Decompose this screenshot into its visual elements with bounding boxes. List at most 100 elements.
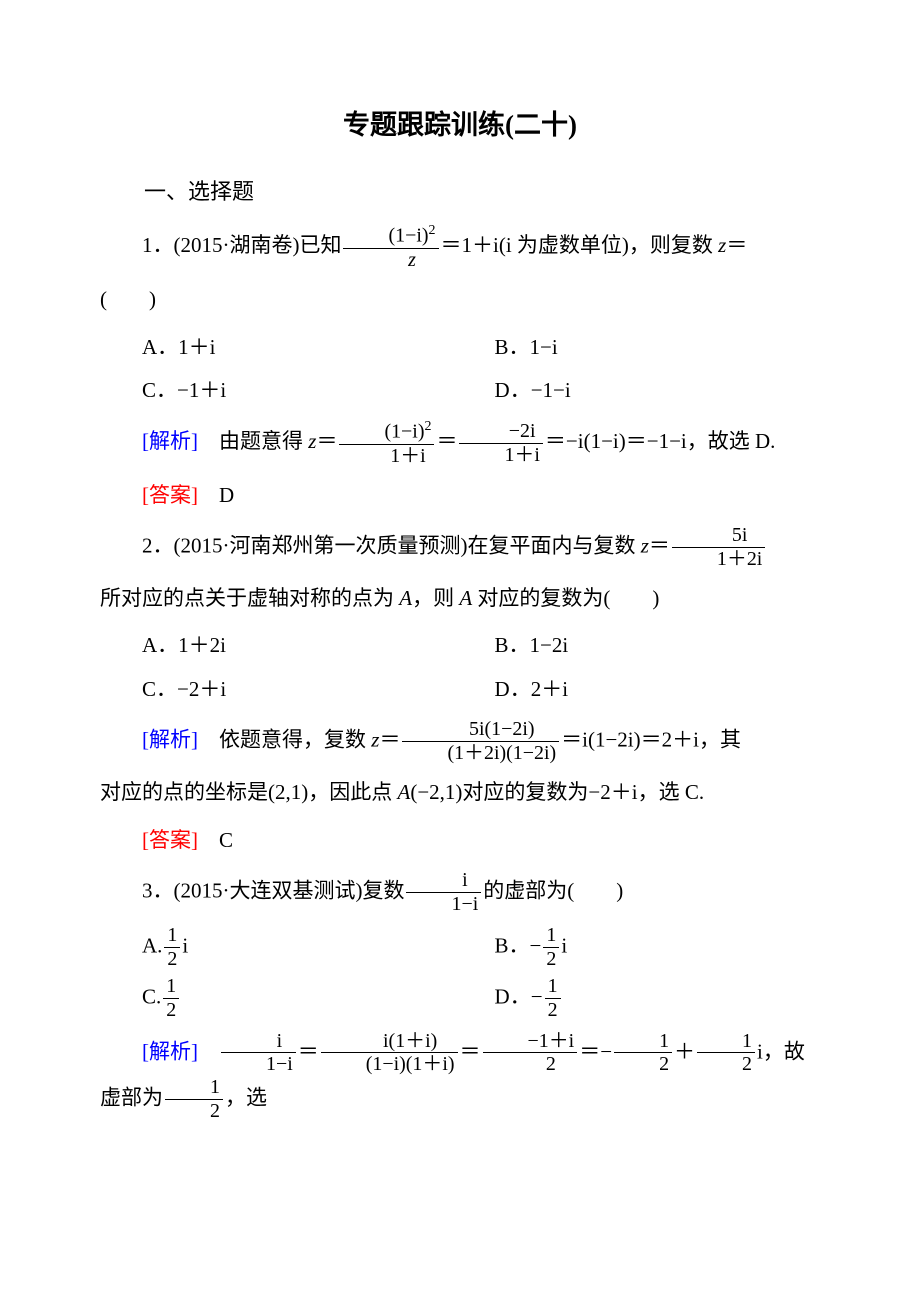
q1-choices-row1: A．1＋i B．1−i: [100, 328, 820, 368]
q3-D-frac: 12: [545, 975, 561, 1022]
q3-A-num: 1: [164, 924, 180, 948]
q2-stem-a: 2．(2015·河南郑州第一次质量预测)在复平面内与复数: [142, 533, 641, 557]
q2-f1n: 5i(1−2i): [402, 718, 559, 742]
q2-an-a: 依题意得，复数: [198, 727, 371, 751]
q2-fn: 5i: [672, 524, 765, 548]
q2-choices-row1: A．1＋2i B．1−2i: [100, 626, 820, 666]
q1-frac-num: (1−i): [388, 225, 428, 247]
q2-answer-val: C: [198, 828, 233, 852]
q2-an-e: (−2,1)对应的复数为−2＋i，选 C.: [410, 780, 704, 804]
q3-D-pre: D．−: [495, 984, 543, 1008]
q3-choice-b: B．−12i: [495, 924, 820, 971]
q3-B-den: 2: [543, 948, 559, 971]
q2-stem-e: 对应的复数为( ): [472, 586, 659, 610]
q1-stem: 1．(2015·湖南卷)已知(1−i)2 z＝1＋i(i 为虚数单位)，则复数 z…: [100, 223, 820, 272]
q1-an-b: ＝: [316, 429, 337, 453]
analysis-label: [解析]: [142, 1039, 198, 1063]
q1-stem-b: ＝1＋i(i 为虚数单位)，则复数: [441, 233, 719, 257]
answer-label: [答案]: [142, 483, 198, 507]
q3-A-pre: A.: [142, 933, 162, 957]
q2-f1d: (1＋2i)(1−2i): [402, 742, 559, 765]
q3-f4n: 1: [614, 1030, 672, 1054]
q3-an-b: ＝: [460, 1039, 481, 1063]
q3-f1d: 1−i: [221, 1053, 296, 1076]
q3-an-f3: −1＋i2: [483, 1030, 578, 1077]
q3-an-f2: i(1＋i)(1−i)(1＋i): [321, 1030, 458, 1077]
q1-f1d: 1＋i: [339, 445, 434, 468]
q2-an-c: ＝i(1−2i)＝2＋i，其: [561, 727, 741, 751]
q1-f1n-sup: 2: [424, 419, 431, 434]
q1-stem-c: ＝: [726, 233, 747, 257]
q2-choice-a: A．1＋2i: [142, 626, 495, 666]
q1-an-frac2: −2i1＋i: [459, 420, 542, 467]
q2-analysis-line2: 对应的点的坐标是(2,1)，因此点 A(−2,1)对应的复数为−2＋i，选 C.: [100, 773, 820, 813]
page-title: 专题跟踪训练(二十): [100, 100, 820, 151]
q3-f5d: 2: [697, 1053, 755, 1076]
q1-answer: [答案] D: [100, 476, 820, 516]
q3-D-num: 1: [545, 975, 561, 999]
section-heading: 一、选择题: [100, 171, 820, 213]
q2-choice-d: D．2＋i: [495, 670, 820, 710]
q3-fn: i: [406, 869, 481, 893]
q3-stem-a: 3．(2015·大连双基测试)复数: [142, 878, 404, 902]
q3-choice-d: D．−12: [495, 975, 820, 1022]
q3-f6n: 1: [165, 1076, 223, 1100]
q2-A1: A: [399, 586, 412, 610]
analysis-label: [解析]: [142, 727, 198, 751]
q3-C-den: 2: [163, 999, 179, 1022]
q1-frac: (1−i)2 z: [343, 223, 438, 272]
q1-paren: ( ): [100, 280, 820, 320]
q3-C-pre: C.: [142, 984, 161, 1008]
q3-an-f6: 12: [165, 1076, 223, 1123]
q1-choice-c: C．−1＋i: [142, 371, 495, 411]
q1-f1n: (1−i): [384, 421, 424, 443]
q3-an-f5: 12: [697, 1030, 755, 1077]
q2-answer: [答案] C: [100, 821, 820, 861]
q2-an-A: A: [398, 780, 411, 804]
q3-analysis: [解析] i1−i＝i(1＋i)(1−i)(1＋i)＝−1＋i2＝−12＋12i…: [100, 1030, 820, 1124]
q3-f2n: i(1＋i): [321, 1030, 458, 1054]
q2-stem-d: ，则: [412, 586, 454, 610]
q2-frac: 5i1＋2i: [672, 524, 765, 571]
q2-z: z: [641, 533, 649, 557]
q1-answer-val: D: [198, 483, 234, 507]
q1-stem-a: 1．(2015·湖南卷)已知: [142, 233, 341, 257]
q3-C-num: 1: [163, 975, 179, 999]
q3-C-frac: 12: [163, 975, 179, 1022]
q1-f2d: 1＋i: [459, 444, 542, 467]
q3-f1n: i: [221, 1030, 296, 1054]
q1-frac-num-sup: 2: [429, 223, 436, 238]
q1-an-a: 由题意得: [198, 429, 308, 453]
q1-frac-den: z: [343, 249, 438, 272]
q3-f6d: 2: [165, 1100, 223, 1123]
q3-B-frac: 12: [543, 924, 559, 971]
q3-f4d: 2: [614, 1053, 672, 1076]
q2-stem-c: 所对应的点关于虚轴对称的点为: [100, 586, 394, 610]
q3-f3n: −1＋i: [483, 1030, 578, 1054]
q3-choice-a: A.12i: [142, 924, 495, 971]
q2-fd: 1＋2i: [672, 548, 765, 571]
q2-analysis-line1: [解析] 依题意得，复数 z＝5i(1−2i)(1＋2i)(1−2i)＝i(1−…: [100, 718, 820, 765]
q3-choice-c: C.12: [142, 975, 495, 1022]
q3-f5n: 1: [697, 1030, 755, 1054]
q1-f2n: −2i: [459, 420, 542, 444]
q2-stem-line1: 2．(2015·河南郑州第一次质量预测)在复平面内与复数 z＝5i1＋2i: [100, 524, 820, 571]
q3-f3d: 2: [483, 1053, 578, 1076]
q3-A-den: 2: [164, 948, 180, 971]
q3-an-a: ＝: [298, 1039, 319, 1063]
q3-f2d: (1−i)(1＋i): [321, 1053, 458, 1076]
q3-B-pre: B．−: [495, 933, 542, 957]
q3-B-suf: i: [561, 933, 567, 957]
q3-fd: 1−i: [406, 893, 481, 916]
answer-label: [答案]: [142, 828, 198, 852]
q3-frac: i1−i: [406, 869, 481, 916]
q2-choice-c: C．−2＋i: [142, 670, 495, 710]
q2-an-frac1: 5i(1−2i)(1＋2i)(1−2i): [402, 718, 559, 765]
q2-A2: A: [459, 586, 472, 610]
q3-A-suf: i: [182, 933, 188, 957]
analysis-label: [解析]: [142, 429, 198, 453]
q3-B-num: 1: [543, 924, 559, 948]
q1-an-c: ＝: [436, 429, 457, 453]
q2-stem-b: ＝: [649, 533, 670, 557]
q1-analysis: [解析] 由题意得 z＝(1−i)21＋i＝−2i1＋i＝−i(1−i)＝−1−…: [100, 419, 820, 468]
